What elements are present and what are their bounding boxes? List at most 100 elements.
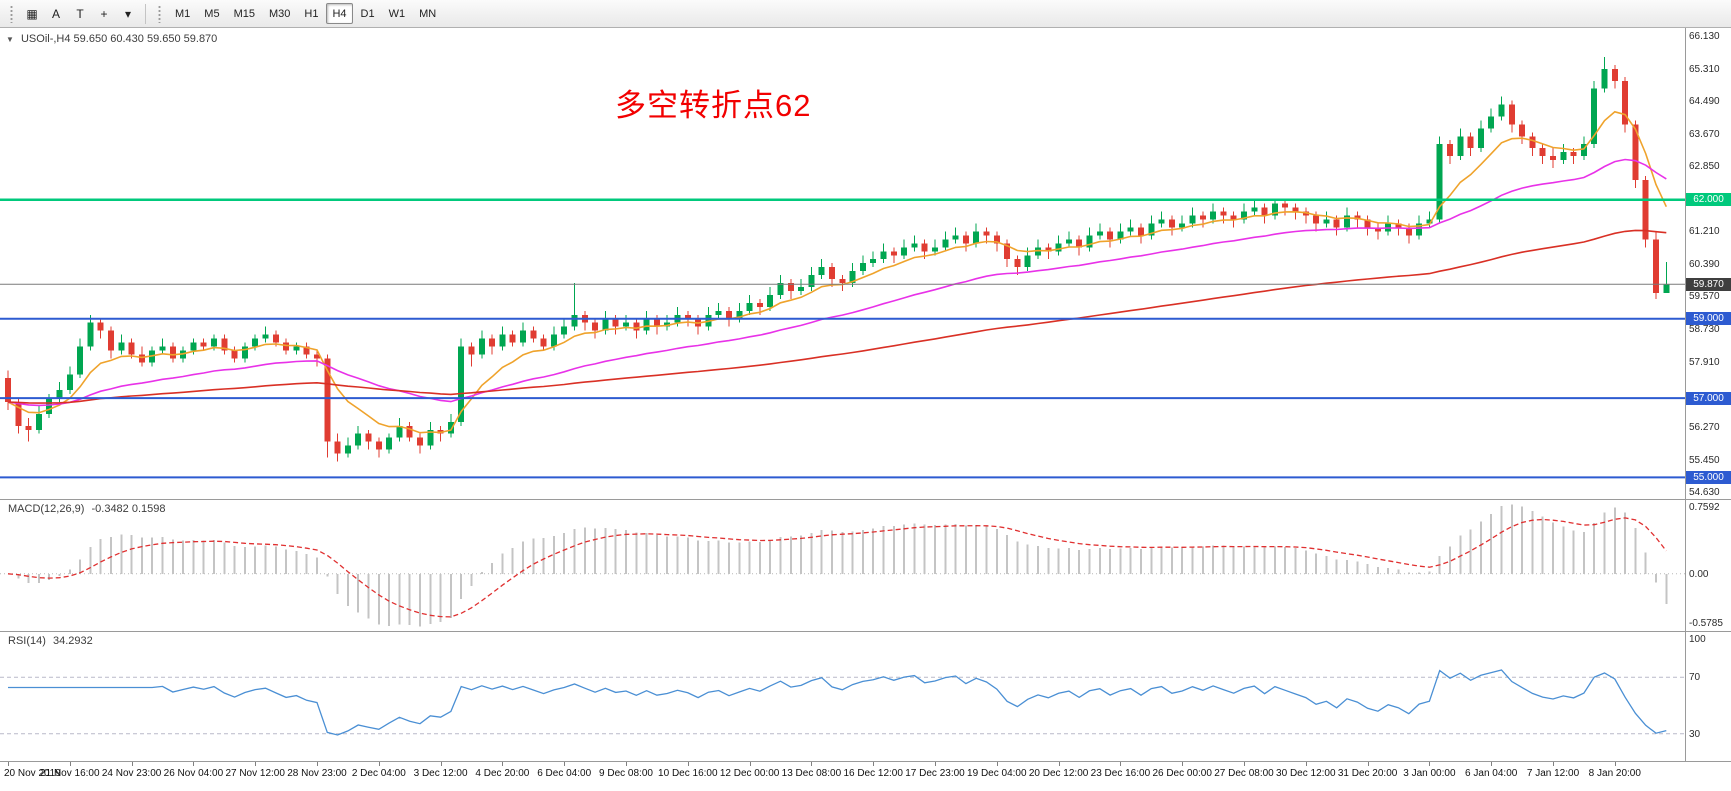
price-axis-label: 58.730 <box>1689 324 1720 336</box>
time-tick <box>378 762 380 766</box>
timeframe-m1[interactable]: M1 <box>169 3 196 24</box>
time-tick <box>687 762 689 766</box>
crosshair-icon[interactable]: + <box>93 3 115 24</box>
price-axis-label: 62.850 <box>1689 161 1720 172</box>
time-axis-separator <box>0 761 1731 762</box>
price-axis-label: 61.210 <box>1689 226 1720 238</box>
chart-grid-icon[interactable]: ▦ <box>21 3 43 24</box>
time-axis-label: 9 Dec 08:00 <box>599 768 653 779</box>
price-axis-label: 56.270 <box>1689 422 1720 433</box>
time-axis-label: 7 Jan 12:00 <box>1526 768 1580 779</box>
macd-axis-label: -0.5785 <box>1689 618 1723 629</box>
price-axis-label: 64.490 <box>1689 96 1720 107</box>
time-axis-label: 3 Dec 12:00 <box>413 768 468 779</box>
macd-pane-label: MACD(12,26,9) -0.3482 0.1598 <box>8 503 170 515</box>
rsi-axis-label: 70 <box>1689 672 1701 684</box>
cursor-dropdown-icon[interactable]: ▾ <box>117 3 139 24</box>
chart-title: ▼ USOil-,H4 59.650 60.430 59.650 59.870 <box>6 33 221 45</box>
time-tick <box>1367 762 1369 766</box>
macd-pane[interactable] <box>0 500 1685 630</box>
rsi-pane-label: RSI(14) 34.2932 <box>8 635 97 647</box>
time-axis-label: 6 Jan 04:00 <box>1465 768 1518 779</box>
time-axis-label: 16 Dec 12:00 <box>843 768 903 779</box>
price-axis-label: 60.390 <box>1689 258 1720 270</box>
rsi-pane[interactable] <box>0 632 1685 762</box>
time-tick <box>1182 762 1184 766</box>
time-tick <box>935 762 936 766</box>
time-tick <box>1553 762 1554 766</box>
time-tick <box>1305 762 1307 766</box>
rsi-axis-label: 30 <box>1689 728 1701 740</box>
time-axis-label: 20 Nov 2019 <box>4 768 61 779</box>
time-tick <box>1491 762 1493 766</box>
auto-scroll-icon[interactable]: A <box>45 3 67 24</box>
time-axis-label: 6 Dec 04:00 <box>537 768 592 779</box>
time-axis-label: 20 Dec 12:00 <box>1028 768 1089 779</box>
pane-separator-macd[interactable] <box>0 499 1731 500</box>
timeframe-m5[interactable]: M5 <box>198 3 225 24</box>
time-tick <box>1058 762 1060 766</box>
price-axis-label: 66.130 <box>1689 30 1720 42</box>
time-axis-label: 21 Nov 16:00 <box>40 768 100 779</box>
time-axis-label: 8 Jan 20:00 <box>1588 768 1641 779</box>
time-tick <box>1614 762 1616 766</box>
toolbar: ▦ A T + ▾ M1 M5 M15 M30 H1 H4 D1 W1 MN <box>0 0 1731 28</box>
time-axis-label: 17 Dec 23:00 <box>905 768 965 779</box>
rsi-label: RSI(14) <box>8 635 46 647</box>
pane-separator-rsi[interactable] <box>0 631 1731 632</box>
time-tick <box>1120 762 1122 766</box>
time-tick <box>69 762 71 766</box>
time-axis-label: 12 Dec 00:00 <box>719 768 780 779</box>
price-axis-label: 59.570 <box>1689 291 1720 303</box>
time-axis-label: 30 Dec 12:00 <box>1276 768 1336 779</box>
tool-icons: ▦ A T + ▾ <box>21 3 139 24</box>
annotation-text[interactable]: 多空转折点62 <box>615 88 812 123</box>
timeframe-h4[interactable]: H4 <box>326 3 353 24</box>
rsi-value: 34.2932 <box>52 635 93 647</box>
price-axis-label: 57.910 <box>1689 357 1720 368</box>
time-tick <box>317 762 318 766</box>
time-axis-label: 2 Dec 04:00 <box>351 768 406 779</box>
time-tick <box>1429 762 1431 766</box>
time-tick <box>193 762 195 766</box>
time-tick <box>749 762 751 766</box>
timeframe-toolbar-grip[interactable] <box>157 4 162 23</box>
price-badge-55.000: 55.000 <box>1686 470 1731 484</box>
price-badge-57.000: 57.000 <box>1686 391 1731 405</box>
chart-title-text: USOil-,H4 59.650 60.430 59.650 59.870 <box>20 33 218 45</box>
timeframe-mn[interactable]: MN <box>413 3 442 24</box>
time-tick <box>131 762 133 766</box>
timeframe-w1[interactable]: W1 <box>383 3 412 24</box>
macd-label: MACD(12,26,9) <box>8 503 85 515</box>
time-axis-label: 26 Nov 04:00 <box>163 768 224 779</box>
timeframe-d1[interactable]: D1 <box>355 3 381 24</box>
timeframe-m30[interactable]: M30 <box>263 3 296 24</box>
time-tick <box>626 762 627 766</box>
price-axis-label: 54.630 <box>1689 487 1720 499</box>
time-tick <box>564 762 566 766</box>
timeframe-m15[interactable]: M15 <box>228 3 261 24</box>
macd-axis-label: 0.7592 <box>1689 502 1720 513</box>
main-price-pane[interactable] <box>0 28 1685 498</box>
time-axis-label: 3 Jan 00:00 <box>1403 768 1456 779</box>
price-axis-label: 65.310 <box>1689 63 1720 75</box>
time-tick <box>440 762 442 766</box>
price-badge-59.870: 59.870 <box>1686 277 1731 291</box>
timeframe-h1[interactable]: H1 <box>298 3 324 24</box>
time-axis-label: 27 Dec 08:00 <box>1214 768 1274 779</box>
text-tool-icon[interactable]: T <box>69 3 91 24</box>
time-axis-label: 24 Nov 23:00 <box>101 768 162 779</box>
macd-axis-label: 0.00 <box>1689 568 1709 580</box>
time-axis-label: 27 Nov 12:00 <box>225 768 285 779</box>
time-axis-label: 31 Dec 20:00 <box>1337 768 1398 779</box>
toolbar-grip[interactable] <box>9 4 14 23</box>
symbol-marker-icon: ▼ <box>6 35 14 44</box>
time-axis-label: 13 Dec 08:00 <box>781 768 842 779</box>
macd-values: -0.3482 0.1598 <box>91 503 166 515</box>
time-axis-label: 4 Dec 20:00 <box>475 768 530 779</box>
price-badge-62.000: 62.000 <box>1686 193 1731 207</box>
price-badge-59.000: 59.000 <box>1686 312 1731 326</box>
price-axis-label: 55.450 <box>1689 454 1720 466</box>
time-tick <box>996 762 998 766</box>
time-tick <box>873 762 875 766</box>
